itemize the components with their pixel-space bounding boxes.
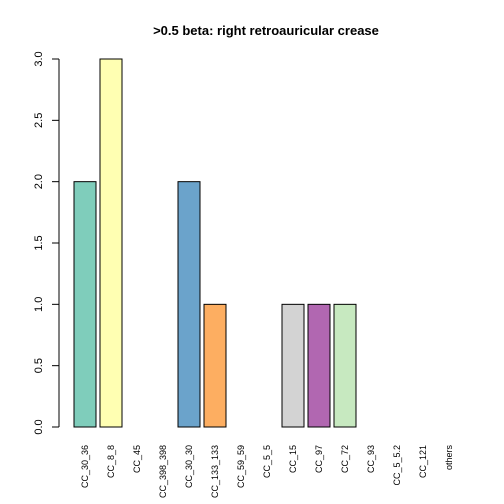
x-tick-label: CC_59_59 — [236, 445, 246, 488]
x-tick-label: CC_5_5.2 — [392, 445, 402, 486]
bars — [73, 58, 357, 428]
y-tick-label: 2.5 — [33, 113, 45, 128]
x-tick-label: CC_398_398 — [158, 445, 168, 498]
x-axis-labels: CC_30_36 CC_8_8 CC_45 CC_398_398 CC_30_30 CC_… — [80, 445, 454, 499]
bar-CC_30_36 — [73, 181, 97, 428]
y-tick-label: 3.0 — [33, 51, 45, 66]
x-tick-label: CC_15 — [288, 445, 298, 473]
y-tick-label: 1.0 — [33, 297, 45, 312]
x-tick-label: CC_121 — [418, 445, 428, 478]
bar-CC_8_8 — [99, 58, 123, 428]
x-tick-label: CC_97 — [314, 445, 324, 473]
bar-CC_97 — [307, 303, 331, 428]
bar-CC_15 — [281, 303, 305, 428]
x-tick-label: CC_5_5 — [262, 445, 272, 478]
y-axis: 0.0 0.5 1.0 1.5 2.0 2.5 3.0 — [33, 51, 60, 435]
x-tick-label: CC_72 — [340, 445, 350, 473]
bar-CC_30_30 — [177, 181, 201, 428]
y-tick-label: 0.5 — [33, 358, 45, 373]
x-tick-label: CC_93 — [366, 445, 376, 473]
x-tick-label: CC_45 — [132, 445, 142, 473]
x-tick-label: CC_30_30 — [184, 445, 194, 488]
y-tick-label: 1.5 — [33, 235, 45, 250]
chart-title: >0.5 beta: right retroauricular crease — [153, 23, 379, 38]
y-tick-label: 2.0 — [33, 174, 45, 189]
bar-CC_133_133 — [203, 303, 227, 428]
x-tick-label: CC_8_8 — [106, 445, 116, 478]
x-tick-label: others — [444, 445, 454, 471]
bar-CC_72 — [333, 303, 357, 428]
y-tick-label: 0.0 — [33, 419, 45, 434]
x-tick-label: CC_133_133 — [210, 445, 220, 498]
x-tick-label: CC_30_36 — [80, 445, 90, 488]
